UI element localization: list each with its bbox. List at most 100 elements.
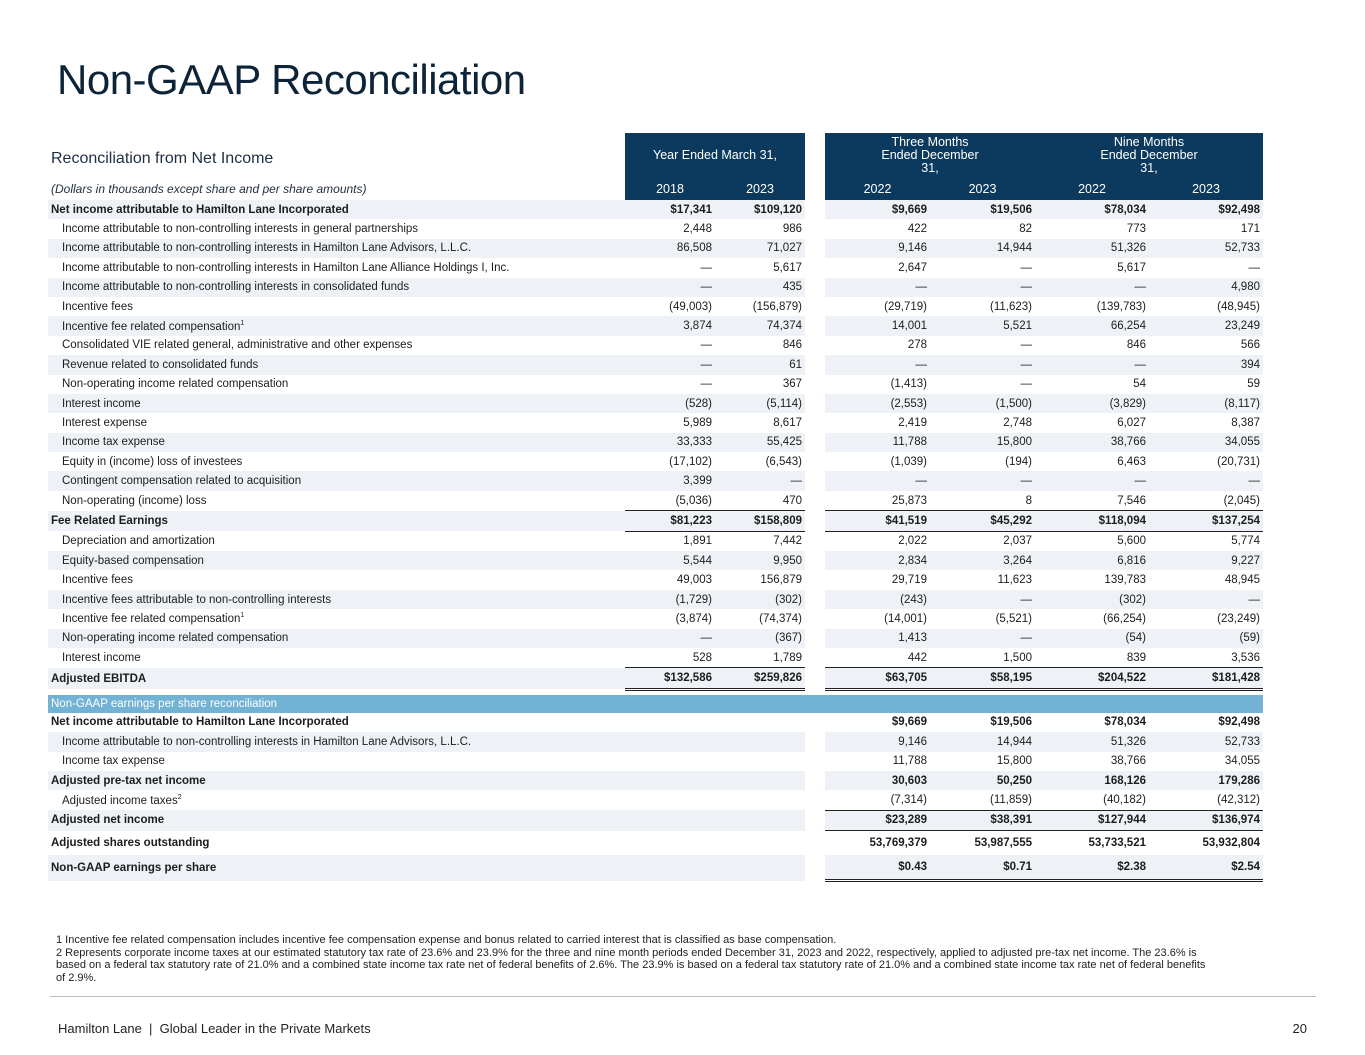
value-cell: 2,834	[825, 551, 930, 571]
value-cell: —	[1149, 471, 1263, 491]
table-row: Adjusted shares outstanding 53,769,379 53,…	[48, 831, 1263, 856]
value-cell: (14,001)	[884, 612, 927, 625]
value-cell: 2,022	[898, 535, 927, 548]
empty-cell	[625, 855, 715, 881]
label-cell: Income attributable to non-controlling i…	[48, 238, 625, 259]
value-cell: 2,419	[898, 416, 927, 429]
empty-cell	[715, 732, 805, 752]
value-cell: 156,879	[760, 574, 802, 587]
value-cell: 52,733	[1149, 732, 1263, 752]
value-cell: (5,114)	[715, 393, 805, 414]
value-cell: 49,003	[676, 574, 712, 587]
row-label: Income attributable to non-controlling i…	[62, 223, 419, 236]
gap	[805, 570, 825, 589]
value-cell: (302)	[1035, 589, 1149, 610]
value-cell: —	[930, 628, 1035, 648]
value-cell: —	[625, 628, 715, 648]
value-cell: (528)	[625, 393, 715, 414]
header-row: (Dollars in thousands except share and p…	[48, 178, 1263, 200]
value-cell: $0.43	[825, 855, 930, 883]
empty-cell	[715, 770, 805, 791]
label-cell: Interest income	[48, 393, 625, 414]
value-cell: (74,374)	[759, 612, 802, 625]
value-cell: 3,536	[1231, 651, 1260, 664]
gap	[805, 589, 825, 610]
gap	[805, 258, 825, 277]
empty-cell	[715, 790, 805, 810]
value-cell: 11,623	[997, 574, 1032, 587]
gap	[805, 770, 825, 791]
value-cell: $181,428	[1149, 667, 1263, 691]
value-cell: (302)	[715, 589, 805, 610]
value-cell: $9,669	[891, 716, 927, 729]
value-cell: $0.71	[930, 855, 1035, 883]
value-cell: 34,055	[1149, 432, 1263, 453]
value-cell: 25,873	[891, 494, 927, 507]
value-cell: (20,731)	[1217, 455, 1260, 468]
label-cell: Income attributable to non-controlling i…	[48, 258, 625, 277]
value-cell: 9,146	[825, 238, 930, 259]
row-label: Non-operating income related compensatio…	[62, 632, 289, 645]
table-row: Depreciation and amortization 1,891 7,442 2…	[48, 531, 1263, 551]
row-label: Adjusted net income	[51, 814, 165, 827]
row-label: Revenue related to consolidated funds	[62, 358, 259, 371]
value-cell: $132,586	[625, 667, 715, 691]
value-cell: 367	[782, 378, 802, 391]
value-cell: —	[1020, 261, 1033, 274]
table-row: Interest expense 5,989 8,617 2,419 2,748 6,02…	[48, 413, 1263, 432]
gap	[805, 790, 825, 810]
footnote: 1 Incentive fee related compensation inc…	[56, 934, 837, 946]
label-cell: Non-operating income related compensatio…	[48, 375, 625, 394]
group-header: Nine Months Ended December 31,	[1035, 133, 1263, 178]
value-cell: (5,036)	[675, 494, 712, 507]
table-row: Fee Related Earnings $81,223 $158,809 $41,5…	[48, 510, 1263, 532]
value-cell: $45,292	[930, 510, 1035, 532]
value-cell: 5,600	[1117, 535, 1146, 548]
value-cell: 14,001	[825, 316, 930, 336]
label-cell: Adjusted pre-tax net income	[48, 770, 625, 791]
column-header: 2023	[1149, 178, 1263, 200]
value-cell: $2.54	[1149, 855, 1263, 883]
value-cell: 986	[782, 223, 802, 236]
value-cell: $118,094	[1035, 510, 1149, 532]
empty-cell	[715, 713, 805, 732]
value-cell: 566	[1240, 339, 1260, 352]
row-label: Adjusted pre-tax net income	[51, 774, 206, 787]
table-row: Income attributable to non-controlling i…	[48, 238, 1263, 259]
value-cell: —	[1035, 471, 1149, 491]
value-cell: 3,399	[625, 471, 715, 491]
gap	[805, 413, 825, 432]
table-row: Adjusted net income $23,289 $38,391 $127,94…	[48, 809, 1263, 832]
group-header: Year Ended March 31,	[625, 133, 805, 178]
gap	[805, 432, 825, 453]
value-cell: $136,974	[1149, 809, 1263, 832]
value-cell: 82	[1019, 223, 1032, 236]
table-row: Net income attributable to Hamilton Lane…	[48, 713, 1263, 732]
gap	[805, 277, 825, 297]
value-cell: (243)	[825, 589, 930, 610]
row-label: Depreciation and amortization	[62, 535, 215, 548]
table-row: Non-operating income related compensatio…	[48, 628, 1263, 648]
table-row: Non-GAAP earnings per share $0.43 $0.71 $2.…	[48, 855, 1263, 883]
row-label: Consolidated VIE related general, admini…	[62, 339, 413, 352]
label-cell: Non-operating (income) loss	[48, 491, 625, 511]
row-label: Interest income	[62, 651, 141, 664]
column-header: 2022	[825, 178, 930, 200]
value-cell: 53,733,521	[1088, 837, 1146, 850]
value-cell: 8,617	[773, 416, 802, 429]
value-cell: 53,769,379	[869, 837, 927, 850]
reconciliation-table: Reconciliation from Net Income Year Ended…	[48, 133, 1263, 883]
value-cell: 278	[907, 339, 927, 352]
value-cell: 2,748	[1003, 416, 1032, 429]
value-cell: 168,126	[1035, 770, 1149, 791]
row-label: Net income attributable to Hamilton Lane…	[51, 716, 349, 729]
label-cell: Incentive fees attributable to non-contr…	[48, 589, 625, 610]
gap	[805, 393, 825, 414]
value-cell: (2,045)	[1223, 494, 1260, 507]
value-cell: $9,669	[825, 200, 930, 220]
value-cell: (139,783)	[1096, 300, 1146, 313]
value-cell: —	[700, 261, 713, 274]
value-cell: —	[1035, 277, 1149, 297]
table-row: Non-operating income related compensatio…	[48, 375, 1263, 394]
row-label: Equity-based compensation	[62, 554, 204, 567]
